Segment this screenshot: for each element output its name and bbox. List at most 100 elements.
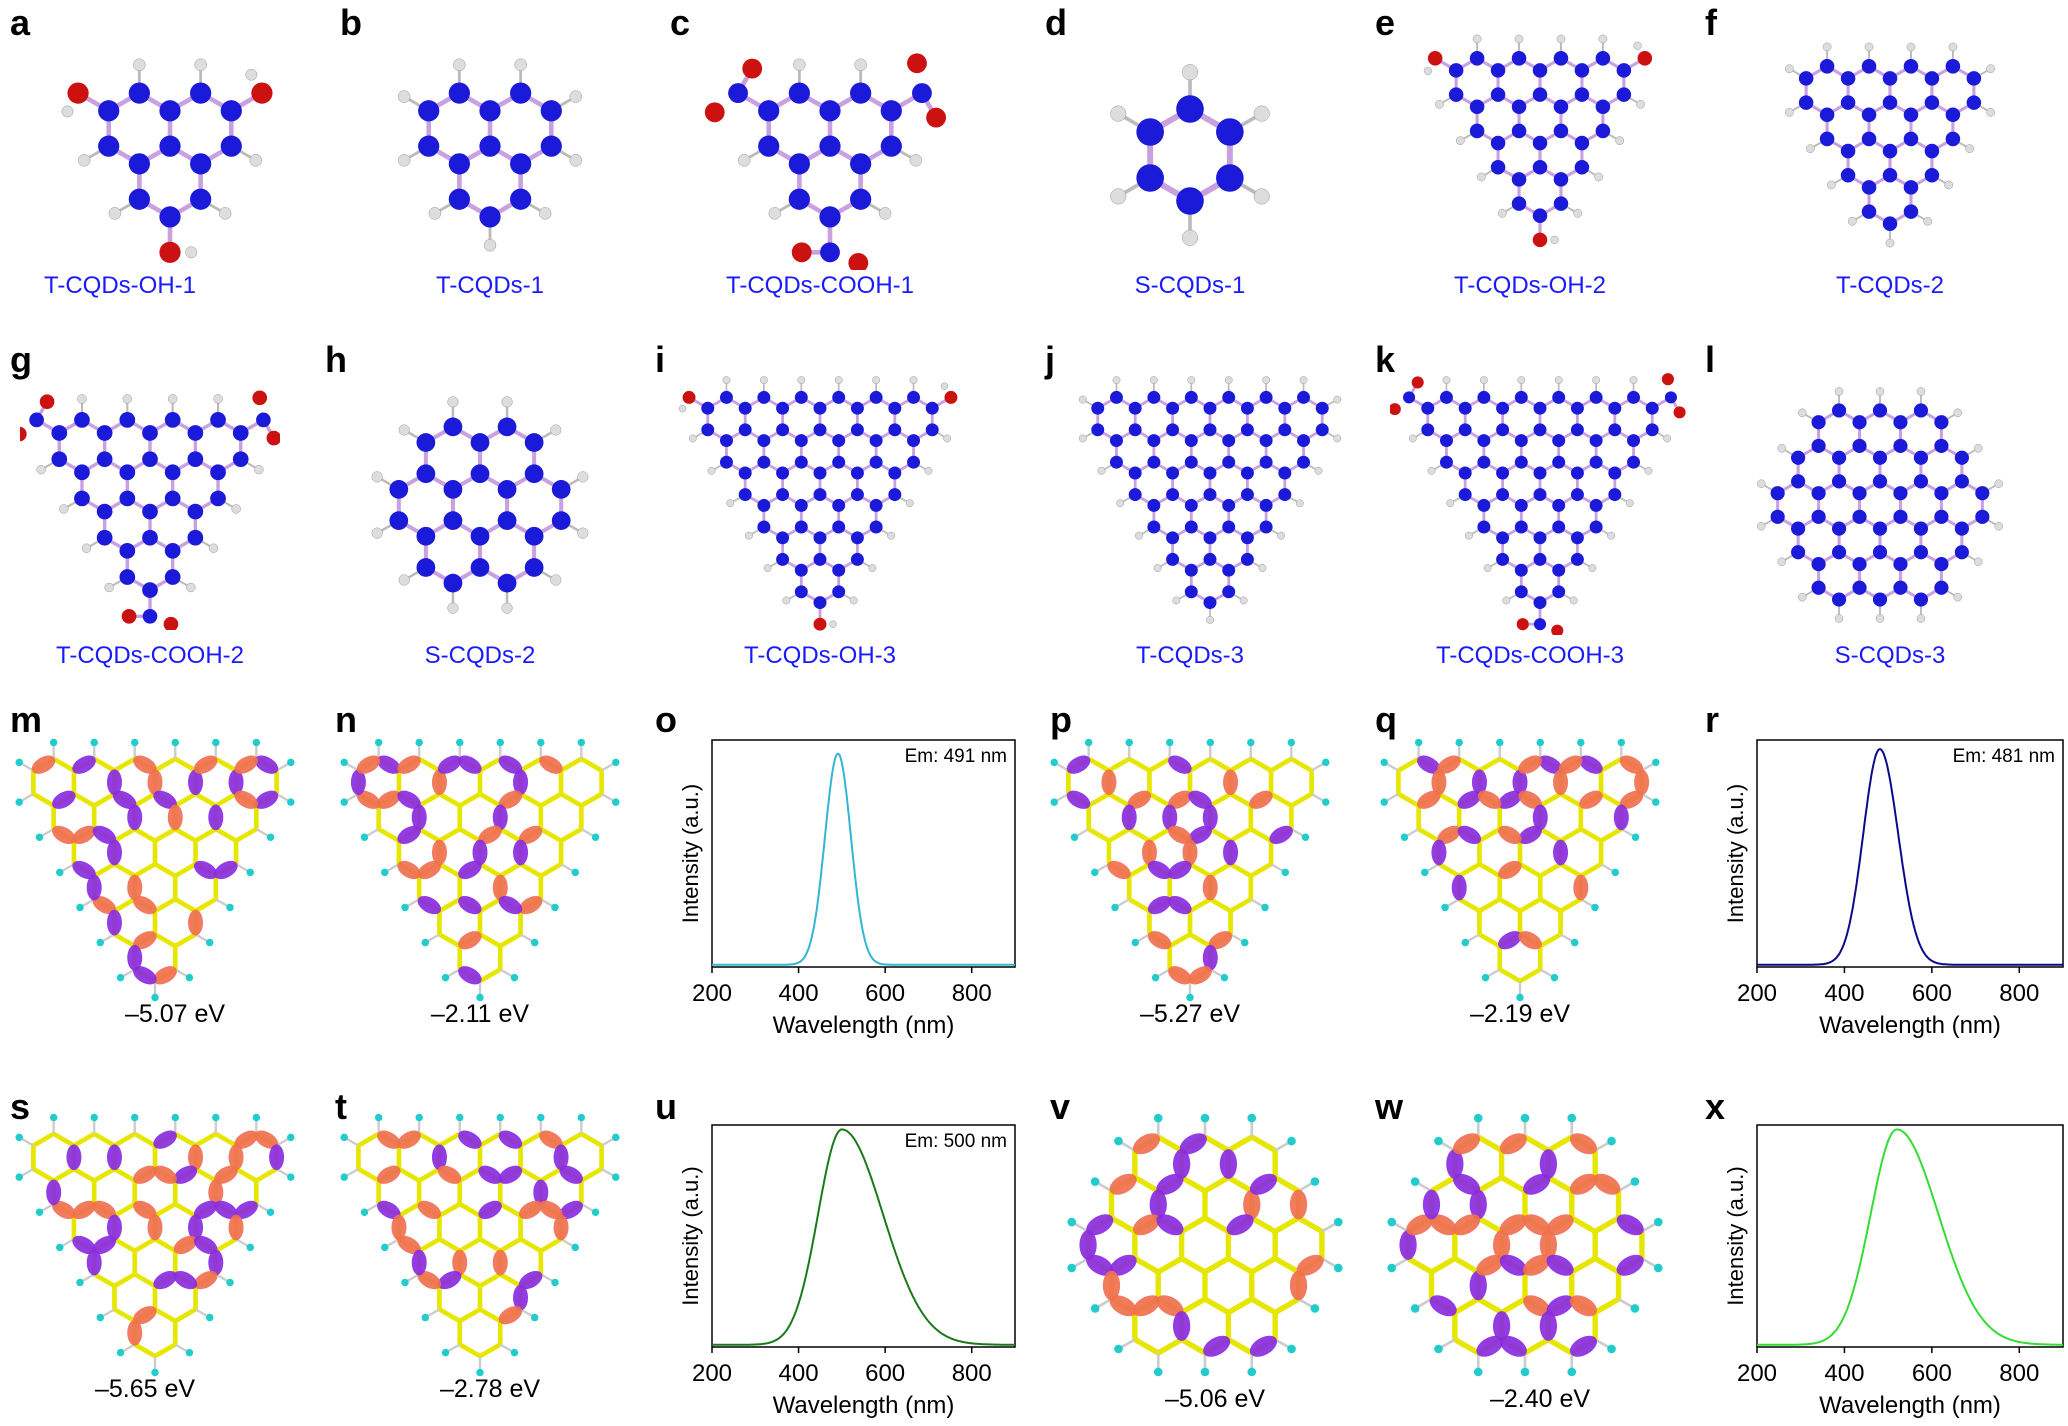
carbon-atom (164, 542, 181, 559)
carbon-atom (1222, 498, 1236, 512)
carbon-atom (728, 83, 748, 103)
panel-letter: s (10, 1086, 31, 1127)
carbon-atom (29, 412, 44, 428)
hydrogen-atom (374, 738, 383, 747)
hydrogen-atom (1944, 180, 1954, 190)
x-tick-label: 600 (1912, 1360, 1952, 1387)
orbital-lobe (478, 1165, 502, 1184)
carbon-atom (1553, 99, 1569, 114)
carbon-atom (1259, 520, 1273, 534)
hydrogen-atom (1607, 531, 1616, 540)
carbon-atom (1872, 450, 1888, 465)
molecule-structure (371, 396, 589, 614)
carbon-atom (1477, 520, 1491, 534)
hydrogen-atom (1410, 1304, 1420, 1313)
orbital-lobe (1226, 1214, 1254, 1236)
carbon-atom (220, 100, 242, 122)
orbital-lobe (1452, 1214, 1481, 1236)
hydrogen-atom (77, 394, 87, 404)
carbon-atom (190, 153, 212, 175)
orbital-energy: –2.78 eV (439, 1375, 541, 1403)
carbon-atom (776, 466, 790, 480)
hydrogen-atom (501, 396, 513, 408)
orbital-lobe (377, 1130, 401, 1149)
carbon-atom (187, 529, 204, 546)
hydrogen-atom (1497, 208, 1507, 218)
carbon-atom (510, 82, 532, 104)
hydrogen-atom (1455, 738, 1463, 747)
carbon-atom (1552, 520, 1566, 534)
panel-x: x 200 400 600 800 Wavelength (nm) Intensity (… (1700, 1085, 2068, 1425)
hydrogen-atom (1570, 938, 1579, 947)
orbital-lobe (498, 1130, 523, 1149)
carbon-atom (1903, 204, 1919, 219)
hydrogen-atom (287, 798, 295, 806)
orbital-lobe (133, 931, 157, 950)
orbital-lobe (254, 755, 279, 774)
orbital-lobe (133, 1200, 157, 1220)
orbital-lobe (1492, 1311, 1511, 1341)
hydrogen-atom (940, 382, 949, 390)
carbon-atom (1240, 423, 1254, 437)
carbon-atom (1934, 438, 1949, 453)
carbon-atom (1514, 563, 1528, 577)
orbital-lobe (1619, 755, 1644, 774)
carbon-atom (832, 563, 846, 577)
carbon-atom (776, 401, 790, 415)
molecule-structure (20, 390, 280, 630)
carbon-atom (888, 401, 902, 415)
molecule-name: S-CQDs-2 (424, 642, 536, 669)
hydrogen-atom (398, 574, 410, 586)
carbon-atom (1203, 596, 1217, 610)
hydrogen-atom (1200, 1113, 1210, 1123)
carbon-atom (888, 423, 902, 437)
orbital-lobe (133, 895, 157, 915)
hydrogen-atom (1281, 868, 1289, 877)
carbon-atom (1222, 455, 1236, 469)
carbon-atom (757, 455, 771, 469)
carbon-atom (1831, 521, 1847, 536)
orbital-lobe (1569, 1335, 1598, 1357)
carbon-atom (912, 83, 932, 103)
hydrogen-atom (1923, 216, 1933, 226)
orbital-lobe (1168, 825, 1192, 845)
carbon-atom (869, 455, 883, 469)
panel-letter: f (1705, 2, 1717, 43)
orbital-lobe (208, 804, 224, 831)
hydrogen-atom (1834, 387, 1844, 396)
carbon-atom (1091, 423, 1105, 437)
carbon-atom (1552, 455, 1566, 469)
carbon-atom (1627, 390, 1641, 404)
carbon-atom (1216, 164, 1244, 192)
carbon-atoms (418, 82, 562, 228)
carbon-atom (1913, 521, 1929, 536)
hydrogen-atom (360, 1208, 369, 1216)
carbon-atoms (1421, 390, 1659, 610)
carbon-atom (1798, 95, 1814, 110)
carbon-atom (524, 526, 544, 546)
hydrogen-atom (1253, 105, 1270, 122)
orbital-lobe (492, 804, 508, 831)
hydrogen-atom (226, 1278, 234, 1287)
hydrogen-atom (1277, 531, 1286, 540)
carbon-atom (1831, 592, 1847, 607)
hydrogen-atom (1607, 1136, 1616, 1146)
carbon-atom (701, 423, 715, 437)
orbital-energy: –5.65 eV (94, 1375, 196, 1403)
carbon-atom (776, 531, 790, 545)
hydrogen-atom (360, 833, 369, 841)
orbital-lobe (1202, 944, 1218, 971)
orbital-lobe (208, 1179, 224, 1206)
panel-r: r 200 400 600 800 Wavelength (nm) Intensity (… (1700, 700, 2068, 1045)
carbon-atom (869, 498, 883, 512)
orbital-lobe (539, 1130, 563, 1149)
carbon-atom (1664, 391, 1677, 404)
carbon-atom (776, 552, 790, 566)
carbon-atom (416, 526, 436, 546)
carbon-atom (869, 434, 883, 448)
panel-g: g T-CQDs-COOH-2 (0, 340, 340, 680)
x-tick-label: 600 (865, 980, 905, 1007)
hydrogen-atom (1421, 868, 1429, 877)
panel-letter: r (1705, 699, 1720, 740)
carbon-atom (1496, 466, 1510, 480)
